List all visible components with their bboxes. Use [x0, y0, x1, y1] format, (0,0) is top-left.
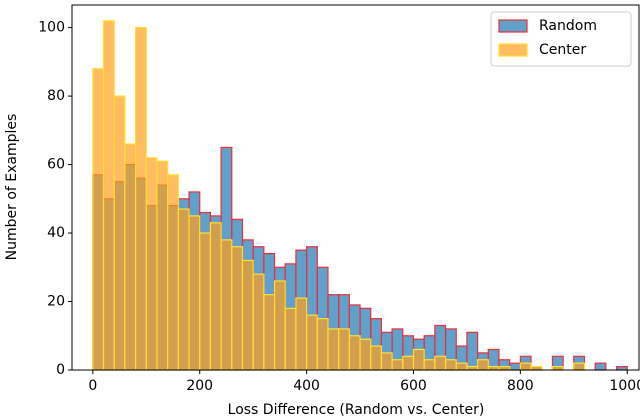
bar [220, 239, 233, 371]
bar [466, 331, 479, 371]
bar [177, 208, 190, 371]
bar [338, 328, 350, 371]
bar [295, 297, 308, 371]
bar [348, 335, 361, 371]
bar [370, 345, 383, 371]
x-tick-label: 200 [186, 378, 213, 394]
bar [156, 160, 169, 371]
bar [402, 355, 415, 371]
bar [434, 355, 447, 371]
bar [284, 307, 297, 371]
bar [509, 362, 521, 371]
x-tick-label: 400 [293, 378, 320, 394]
bar [412, 348, 425, 371]
bar [477, 359, 489, 371]
bar [455, 362, 468, 371]
bar [252, 273, 265, 371]
bar [241, 259, 254, 371]
bar [102, 20, 115, 371]
y-tick-label: 60 [47, 157, 65, 173]
bar [498, 365, 511, 371]
bar [124, 143, 137, 371]
bar [594, 362, 607, 371]
bar [263, 294, 276, 371]
bar [167, 174, 179, 371]
bar [615, 365, 628, 371]
bar [209, 222, 222, 371]
bar [359, 338, 372, 371]
bar [391, 359, 404, 371]
legend-label: Center [539, 42, 586, 58]
bar [188, 215, 201, 371]
bar [316, 318, 329, 371]
plot-frame [71, 4, 640, 371]
legend-swatch [498, 19, 528, 33]
bar [92, 68, 105, 371]
legend-swatch [498, 43, 528, 57]
bar [530, 365, 543, 371]
bar [466, 365, 479, 371]
y-tick-label: 40 [47, 225, 65, 241]
x-tick-label: 600 [400, 378, 427, 394]
bar [423, 359, 436, 371]
bar [487, 365, 500, 371]
bar [145, 157, 158, 371]
x-tick-label: 800 [507, 378, 534, 394]
bar [327, 328, 340, 371]
bar [113, 95, 126, 371]
y-tick-label: 100 [38, 20, 65, 36]
legend-label: Random [539, 18, 597, 34]
bar [306, 314, 318, 371]
x-axis-label: Loss Difference (Random vs. Center) [228, 402, 485, 418]
y-tick-label: 20 [47, 294, 65, 310]
bar [231, 246, 244, 371]
bar [273, 280, 286, 371]
x-tick-label: 0 [88, 378, 97, 394]
y-tick-label: 80 [47, 88, 65, 104]
y-tick-label: 0 [56, 362, 65, 378]
bar [199, 232, 212, 371]
bar [134, 26, 147, 371]
bar [573, 362, 586, 371]
bar [551, 365, 564, 371]
bar [519, 362, 532, 371]
bar [444, 359, 457, 371]
bar [380, 352, 393, 371]
y-axis-label: Number of Examples [4, 114, 20, 261]
